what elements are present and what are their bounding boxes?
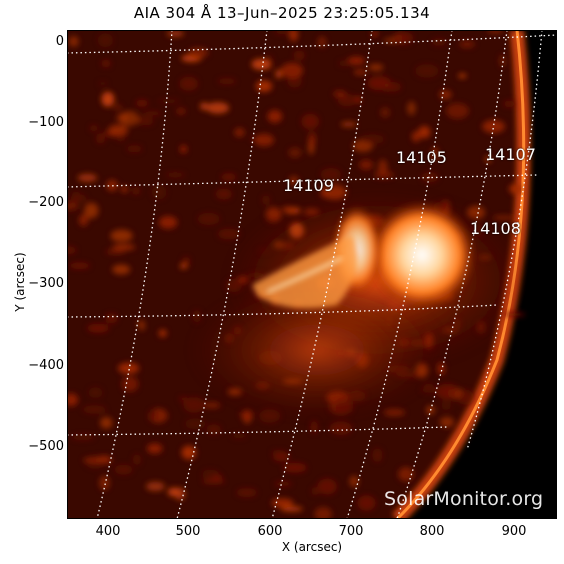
active-region-label: 14107 bbox=[485, 145, 536, 164]
aia-304-image bbox=[67, 30, 557, 519]
coordinate-grid bbox=[67, 30, 557, 519]
xtick-label: 700 bbox=[338, 524, 364, 539]
xtick-label: 600 bbox=[257, 524, 283, 539]
active-region-label: 14109 bbox=[283, 176, 334, 195]
active-region-label: 14105 bbox=[396, 148, 447, 167]
xtick-label: 400 bbox=[95, 524, 121, 539]
ytick-label: −400 bbox=[28, 358, 64, 373]
ytick-label: −100 bbox=[28, 115, 64, 130]
x-axis-label: X (arcsec) bbox=[281, 540, 343, 554]
xtick-label: 900 bbox=[501, 524, 527, 539]
flare-core bbox=[367, 200, 477, 310]
xtick-label: 800 bbox=[419, 524, 445, 539]
chromospheric-network bbox=[67, 30, 525, 519]
active-region-label: 14108 bbox=[470, 219, 521, 238]
ytick-label: −200 bbox=[28, 195, 64, 210]
ytick-label: 0 bbox=[55, 34, 64, 49]
y-axis-label: Y (arcsec) bbox=[13, 252, 27, 312]
ytick-label: −500 bbox=[28, 439, 64, 454]
watermark: SolarMonitor.org bbox=[384, 488, 544, 510]
solar-image bbox=[67, 30, 557, 519]
ytick-label: −300 bbox=[28, 276, 64, 291]
filament-loop bbox=[252, 235, 357, 309]
plot-title: AIA 304 Å 13–Jun–2025 23:25:05.134 bbox=[133, 4, 431, 22]
xtick-label: 500 bbox=[175, 524, 201, 539]
